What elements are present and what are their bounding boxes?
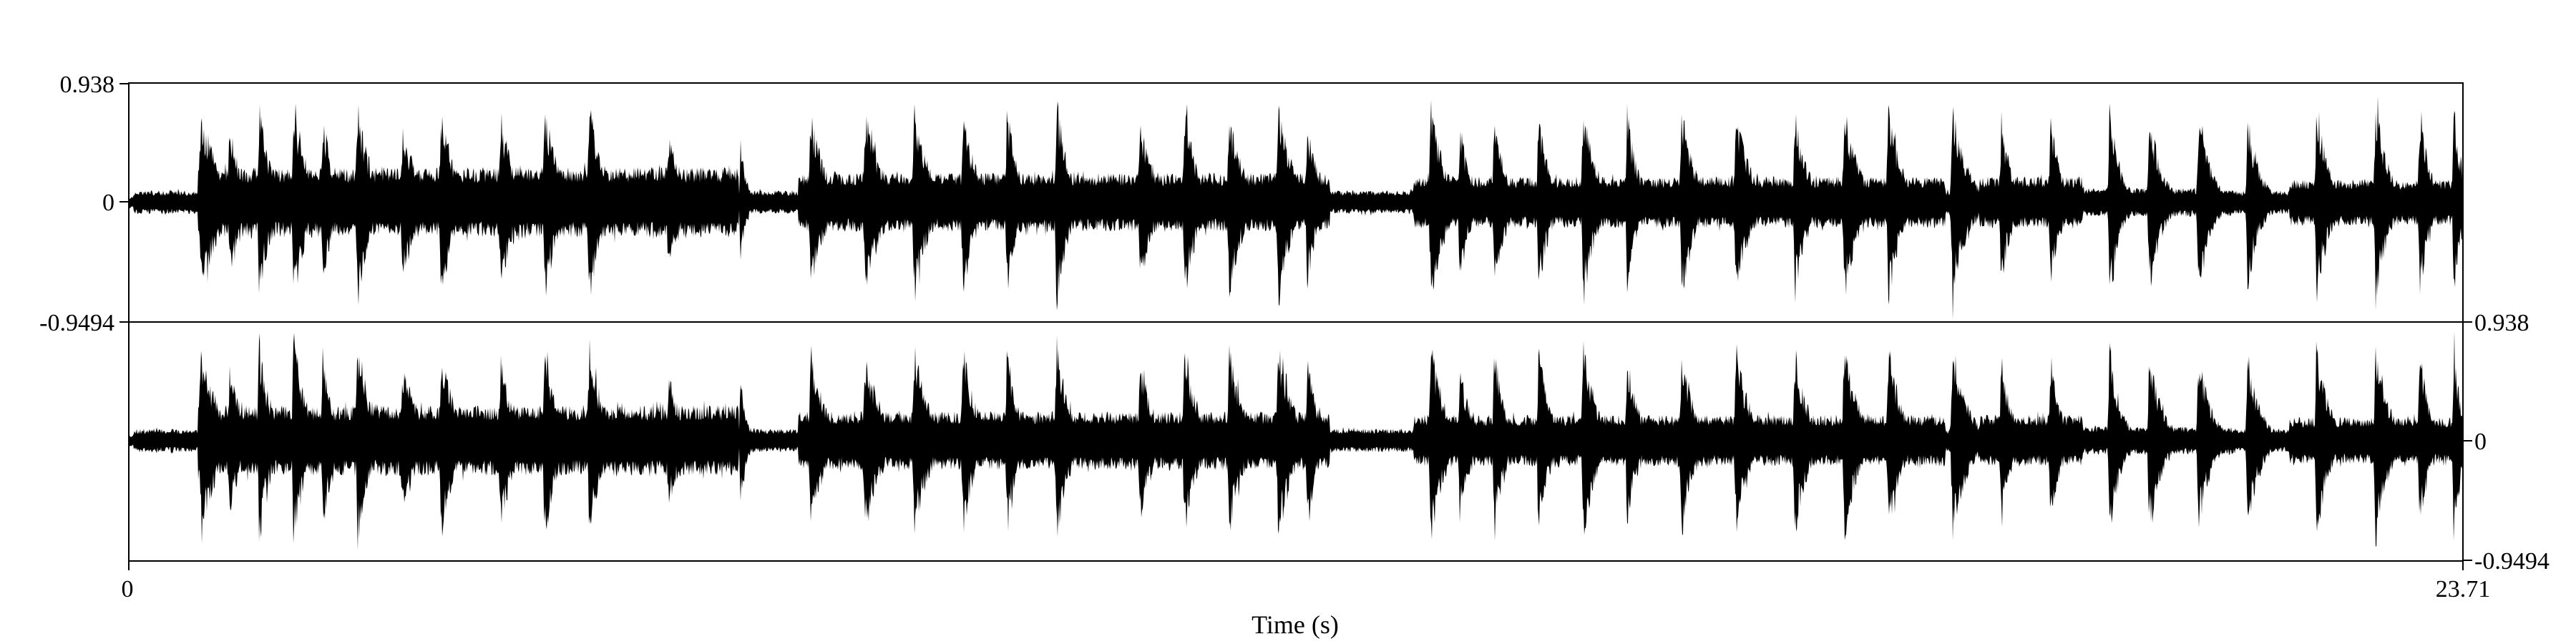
ch1-ytick-top-label: 0.938 (60, 72, 115, 98)
ch2-ytick-bottom-label: -0.9494 (2474, 548, 2550, 575)
xtick-start-label: 0 (122, 576, 134, 602)
ch2-ytick-zero-label: 0 (2474, 429, 2487, 455)
channel-1-waveform (129, 96, 2463, 320)
channel-2-waveform (129, 331, 2463, 550)
ch1-ytick-bottom-label: -0.9494 (39, 310, 114, 336)
ch2-ytick-top-label: 0.938 (2474, 310, 2529, 336)
xtick-end-label: 23.71 (2436, 576, 2491, 602)
x-axis-title: Time (s) (1252, 610, 1339, 639)
ch1-ytick-zero-label: 0 (102, 190, 114, 216)
